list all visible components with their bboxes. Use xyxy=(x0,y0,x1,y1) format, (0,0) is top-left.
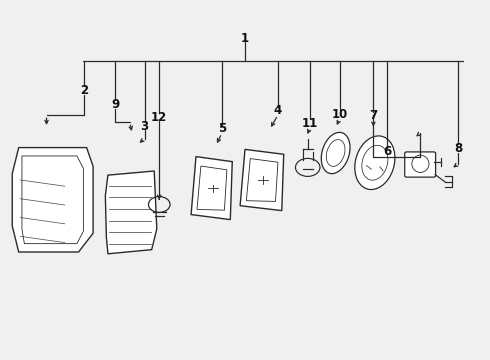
Text: 3: 3 xyxy=(141,120,148,132)
Text: 10: 10 xyxy=(331,108,348,121)
Text: 11: 11 xyxy=(302,117,318,130)
Text: 1: 1 xyxy=(241,32,249,45)
Polygon shape xyxy=(240,149,284,211)
Polygon shape xyxy=(105,171,157,254)
Text: 12: 12 xyxy=(151,111,168,123)
Ellipse shape xyxy=(355,136,395,189)
FancyBboxPatch shape xyxy=(405,152,436,177)
Text: 8: 8 xyxy=(454,142,462,155)
Polygon shape xyxy=(191,157,232,220)
Text: 4: 4 xyxy=(274,104,282,117)
Text: 7: 7 xyxy=(369,109,377,122)
Text: 5: 5 xyxy=(218,122,226,135)
Text: 2: 2 xyxy=(80,84,88,96)
Ellipse shape xyxy=(321,132,350,174)
Text: 9: 9 xyxy=(111,98,119,111)
Text: 6: 6 xyxy=(383,145,391,158)
Polygon shape xyxy=(12,148,93,252)
